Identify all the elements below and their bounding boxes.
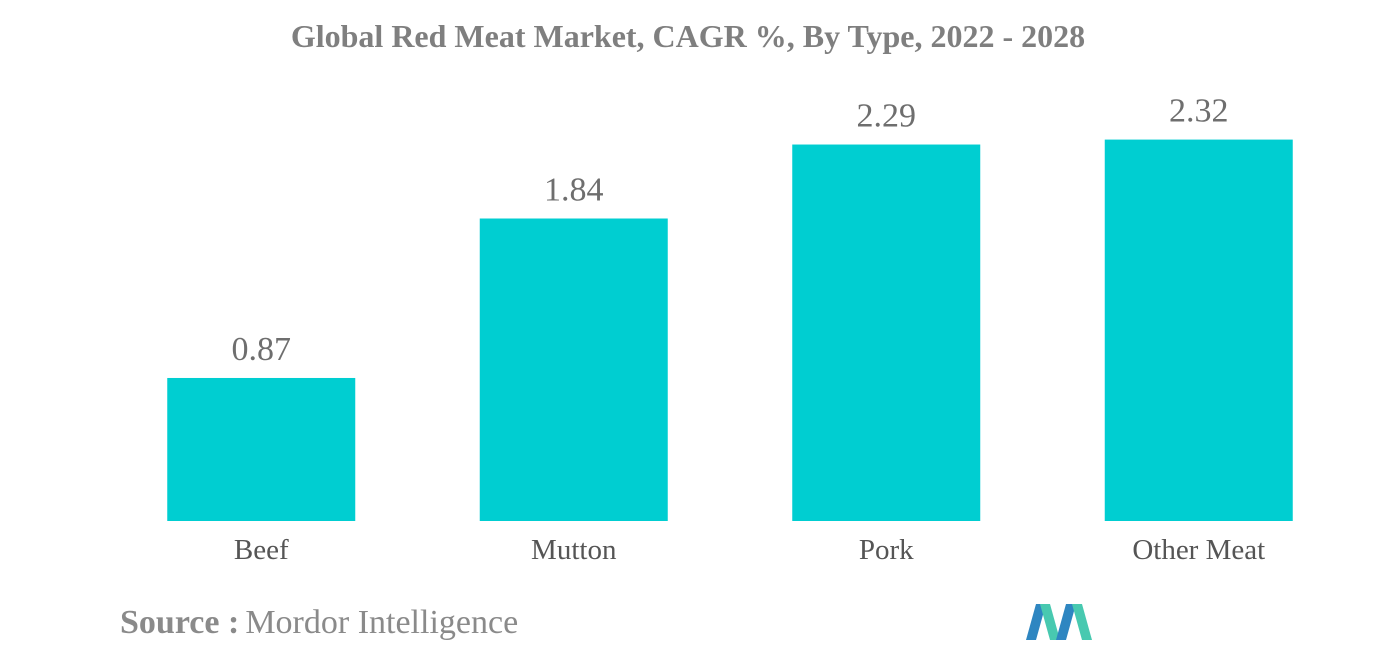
source-label: Source : bbox=[120, 604, 240, 641]
data-label: 2.32 bbox=[1169, 93, 1229, 130]
mordor-intelligence-logo-icon bbox=[1026, 604, 1092, 640]
x-tick-label: Beef bbox=[234, 534, 289, 566]
bar-beef bbox=[167, 377, 356, 521]
chart-title: Global Red Meat Market, CAGR %, By Type,… bbox=[290, 18, 1086, 54]
bar-pork bbox=[792, 144, 981, 522]
bar-mutton bbox=[479, 218, 668, 521]
bar-other-meat bbox=[1104, 139, 1293, 522]
source-value: Mordor Intelligence bbox=[245, 604, 519, 641]
x-tick-label: Mutton bbox=[531, 534, 617, 566]
bar-chart: 0.87 Beef 1.84 Mutton 2.29 Pork 2.32 Other Meat bbox=[167, 93, 1293, 566]
source-note: Source : Mordor Intelligence bbox=[120, 604, 518, 642]
data-label: 1.84 bbox=[544, 172, 604, 209]
data-label: 2.29 bbox=[857, 98, 917, 135]
x-tick-label: Other Meat bbox=[1132, 534, 1265, 566]
x-tick-label: Pork bbox=[859, 534, 914, 566]
data-label: 0.87 bbox=[232, 331, 292, 368]
